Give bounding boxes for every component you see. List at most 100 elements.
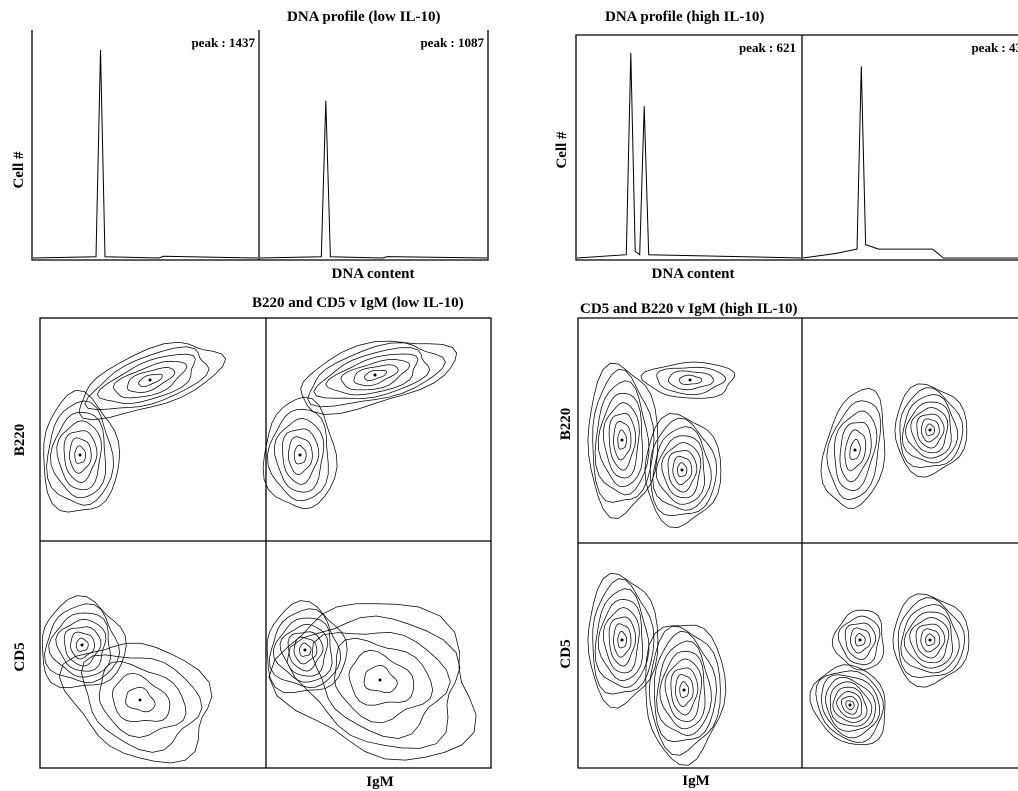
low-b220-right-pop-a-contour-5	[267, 408, 329, 502]
high-b220-left-pop-a-contour-4	[602, 402, 640, 479]
dna-high-trace-1	[576, 52, 802, 259]
high-cd5-left-pop-b-contour-1	[679, 681, 689, 699]
low-cd5-left-pop-b-contour-5	[58, 642, 213, 764]
low-b220-left-pop-b-contour-2	[127, 367, 176, 393]
high-b220-left-pop-b-contour-7	[649, 417, 718, 517]
high-b220-left-pop-b-contour-8	[644, 413, 722, 528]
high-cd5-left-pop-a-contour-4	[602, 607, 640, 674]
dna-low-peak-1: peak : 1437	[191, 35, 255, 50]
high-b220-right-pop-b-contour-8	[894, 383, 968, 478]
high-b220-right-pop-b-contour-1	[925, 423, 936, 436]
low-cd5-left-pop-a-contour-4	[55, 618, 107, 672]
high-cd5-left-pop-b-contour-7	[653, 630, 717, 743]
high-b220-right-pop-a-contour-6	[820, 388, 886, 509]
low-b220-right-pop-b-contour-3	[340, 359, 411, 391]
high-b220-left-pop-a-contour-6	[594, 380, 650, 496]
high-cd5-right-pop-a-contour-7	[821, 674, 881, 739]
dna-high-xlabel: DNA content	[652, 266, 735, 282]
low-cd5-left-pop-a-contour-7	[41, 595, 127, 689]
high-b220-right-pop-a-contour-4	[833, 410, 878, 491]
facs-high-row-label-b220: B220	[558, 408, 574, 441]
high-b220-left-pop-b-contour-2	[672, 455, 693, 486]
high-b220-right-pop-a-contour-1	[849, 438, 861, 460]
low-cd5-left-pop-a-contour-1	[75, 637, 89, 652]
high-b220-left-pop-c-contour-3	[656, 366, 727, 396]
high-cd5-left-pop-a-contour-2	[613, 623, 632, 658]
high-cd5-left-pop-b-contour-2	[675, 674, 694, 707]
high-b220-right-pop-a-contour-2	[844, 429, 867, 472]
low-b220-left-pop-a-contour-4	[56, 420, 102, 491]
high-cd5-left-pop-b-contour-4	[664, 658, 702, 722]
high-cd5-right-pop-a-contour-8	[815, 670, 884, 743]
low-b220-left-pop-b-center-dot	[148, 378, 152, 382]
facs-high-panel: CD5 and B220 v IgM (high IL-10) B220 CD5…	[558, 301, 1018, 789]
high-cd5-right-pop-c-contour-4	[837, 615, 881, 665]
low-cd5-right-pop-b-contour-1	[363, 665, 398, 694]
high-b220-right-pop-a-contour-3	[839, 422, 872, 483]
low-cd5-right-pop-b-contour-6	[268, 603, 477, 761]
facs-low-contours	[41, 340, 477, 764]
high-cd5-right-pop-c-contour-1	[854, 633, 866, 647]
facs-high-contours	[587, 361, 970, 766]
high-b220-right-pop-b-center-dot	[928, 428, 932, 432]
high-cd5-left-pop-b-contour-6	[656, 640, 712, 736]
facs-low-row-label-b220: B220	[12, 424, 28, 457]
low-b220-left-pop-a-contour-7	[43, 389, 121, 513]
high-cd5-right-pop-b-contour-2	[920, 628, 941, 653]
low-b220-right-pop-b-center-dot	[373, 373, 377, 377]
dna-high-panel: DNA profile (high IL-10) Cell # DNA cont…	[554, 9, 1018, 282]
low-cd5-right-pop-a-contour-7	[266, 600, 348, 694]
low-b220-right-pop-a-contour-6	[262, 396, 338, 510]
low-b220-right-pop-b-contour-5	[313, 347, 431, 399]
high-cd5-right-pop-b-contour-7	[897, 597, 966, 678]
low-b220-right-pop-b-contour-2	[353, 364, 399, 387]
low-b220-right-pop-b-contour-7	[300, 340, 458, 415]
high-cd5-right-pop-b-contour-1	[925, 633, 936, 646]
high-cd5-right-pop-a-contour-4	[832, 686, 868, 723]
high-b220-left-pop-b-contour-5	[655, 435, 705, 505]
high-b220-left-pop-a-contour-3	[608, 413, 637, 471]
high-b220-left-pop-b-contour-1	[677, 462, 688, 478]
low-cd5-left-pop-b-contour-3	[98, 661, 187, 738]
dna-low-peak-2: peak : 1087	[420, 35, 484, 50]
high-cd5-right-pop-b-contour-5	[903, 611, 953, 669]
high-b220-right-pop-b-contour-7	[899, 387, 964, 468]
high-cd5-right-pop-b-contour-4	[909, 617, 950, 664]
facs-high-row-label-cd5: CD5	[558, 639, 574, 668]
high-b220-right-pop-a-center-dot	[853, 448, 857, 452]
low-cd5-right-pop-b-contour-4	[311, 632, 451, 739]
low-b220-left-pop-b-contour-3	[112, 360, 188, 399]
low-b220-left-pop-a-center-dot	[78, 453, 82, 457]
high-cd5-right-pop-a-center-dot	[848, 703, 852, 707]
low-cd5-right-pop-a-contour-2	[293, 636, 318, 665]
low-cd5-left-pop-a-contour-3	[63, 626, 102, 667]
dna-low-title: DNA profile (low IL-10)	[287, 9, 440, 25]
high-b220-left-pop-b-contour-6	[652, 426, 712, 511]
dna-high-axes	[575, 34, 1018, 261]
facs-low-row-label-cd5: CD5	[12, 642, 28, 671]
high-cd5-right-pop-a-contour-5	[829, 681, 873, 727]
high-b220-left-pop-c-contour-1	[678, 374, 703, 385]
low-cd5-left-pop-b-contour-2	[112, 672, 171, 723]
high-cd5-left-pop-b-center-dot	[682, 688, 686, 692]
low-b220-right-pop-a-contour-2	[288, 436, 313, 475]
low-b220-right-pop-a-contour-1	[293, 444, 307, 465]
low-b220-left-pop-a-contour-6	[46, 400, 114, 506]
low-b220-left-pop-a-contour-1	[74, 445, 86, 464]
low-cd5-right-pop-a-contour-4	[279, 623, 329, 677]
high-cd5-left-pop-b-contour-8	[648, 625, 721, 756]
facs-low-xlabel: IgM	[366, 774, 394, 790]
high-b220-left-pop-b-contour-3	[667, 450, 698, 493]
dna-high-ylabel: Cell #	[554, 131, 570, 169]
low-b220-right-pop-b-contour-4	[325, 353, 419, 396]
high-cd5-right-pop-b-contour-8	[892, 593, 970, 688]
low-b220-left-pop-b-contour-6	[78, 341, 227, 421]
high-cd5-left-pop-a-contour-1	[617, 630, 627, 649]
high-cd5-right-pop-c-center-dot	[858, 638, 862, 642]
high-b220-left-pop-a-contour-8	[587, 362, 659, 519]
dna-high-peak-1: peak : 621	[739, 40, 796, 55]
high-cd5-left-pop-a-contour-7	[592, 578, 655, 695]
high-cd5-right-pop-b-center-dot	[928, 638, 932, 642]
dna-low-trace-2	[259, 100, 488, 259]
